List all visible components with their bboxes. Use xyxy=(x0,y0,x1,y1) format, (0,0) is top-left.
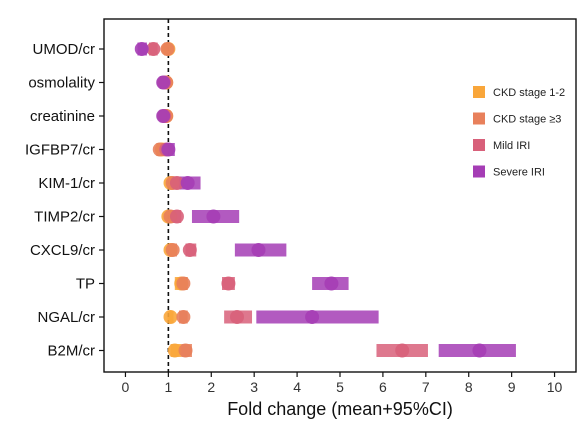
mean-point xyxy=(156,75,171,90)
mean-point xyxy=(169,176,184,190)
x-tick-label: 4 xyxy=(293,379,301,395)
y-tick-label: UMOD/cr xyxy=(33,41,96,58)
mean-point xyxy=(146,42,161,56)
mean-point xyxy=(305,310,320,324)
y-tick-label: TP xyxy=(76,276,95,293)
mean-point xyxy=(161,142,176,157)
x-tick-label: 2 xyxy=(207,379,215,395)
y-tick-label: NGAL/cr xyxy=(37,309,95,326)
mean-point xyxy=(324,276,339,291)
mean-point xyxy=(169,209,184,224)
y-tick-label: CXCL9/cr xyxy=(30,242,95,259)
mean-point xyxy=(221,276,236,291)
mean-point xyxy=(206,209,221,224)
x-tick-label: 9 xyxy=(508,379,516,395)
y-axis: UMOD/cr osmolality creatinine IGFBP7/cr KIM-… xyxy=(25,41,104,360)
x-tick-label: 3 xyxy=(250,379,258,395)
mean-point xyxy=(395,343,410,358)
mean-point xyxy=(180,176,195,190)
legend-swatch xyxy=(473,165,485,178)
mean-point xyxy=(160,42,175,56)
x-axis: 0 1 2 3 4 5 6 7 8 9 10 xyxy=(122,372,563,395)
x-axis-label: Fold change (mean+95%CI) xyxy=(227,399,453,419)
legend-swatch xyxy=(473,112,485,125)
legend-swatch xyxy=(473,139,485,151)
legend-label: CKD stage 1-2 xyxy=(493,87,565,99)
y-tick-label: TIMP2/cr xyxy=(34,209,95,226)
x-tick-label: 7 xyxy=(422,379,430,395)
mean-point xyxy=(165,243,180,257)
mean-point xyxy=(134,42,149,56)
legend-label: CKD stage ≥3 xyxy=(493,114,561,126)
mean-point xyxy=(230,310,245,324)
legend-label: Mild IRI xyxy=(493,140,530,152)
legend-label: Severe IRI xyxy=(493,167,545,179)
x-tick-label: 1 xyxy=(164,379,172,395)
mean-point xyxy=(178,343,193,358)
y-tick-label: IGFBP7/cr xyxy=(25,142,95,159)
mean-point xyxy=(167,343,182,358)
mean-point xyxy=(182,243,197,257)
y-tick-label: osmolality xyxy=(28,75,95,92)
x-tick-label: 0 xyxy=(122,379,130,395)
legend: CKD stage 1-2 CKD stage ≥3 Mild IRI Severe … xyxy=(473,86,565,179)
mean-point xyxy=(251,243,266,257)
mean-point xyxy=(176,310,191,324)
y-tick-label: creatinine xyxy=(30,108,95,125)
mean-point xyxy=(176,276,191,291)
x-tick-label: 10 xyxy=(547,379,563,395)
mean-points-group xyxy=(134,42,487,358)
y-tick-label: KIM-1/cr xyxy=(38,175,95,192)
x-tick-label: 5 xyxy=(336,379,344,395)
mean-point xyxy=(156,109,171,123)
x-tick-label: 6 xyxy=(379,379,387,395)
mean-point xyxy=(163,310,178,324)
x-tick-label: 8 xyxy=(465,379,473,395)
y-tick-label: B2M/cr xyxy=(47,343,95,360)
legend-swatch xyxy=(473,86,485,98)
mean-point xyxy=(472,343,487,358)
